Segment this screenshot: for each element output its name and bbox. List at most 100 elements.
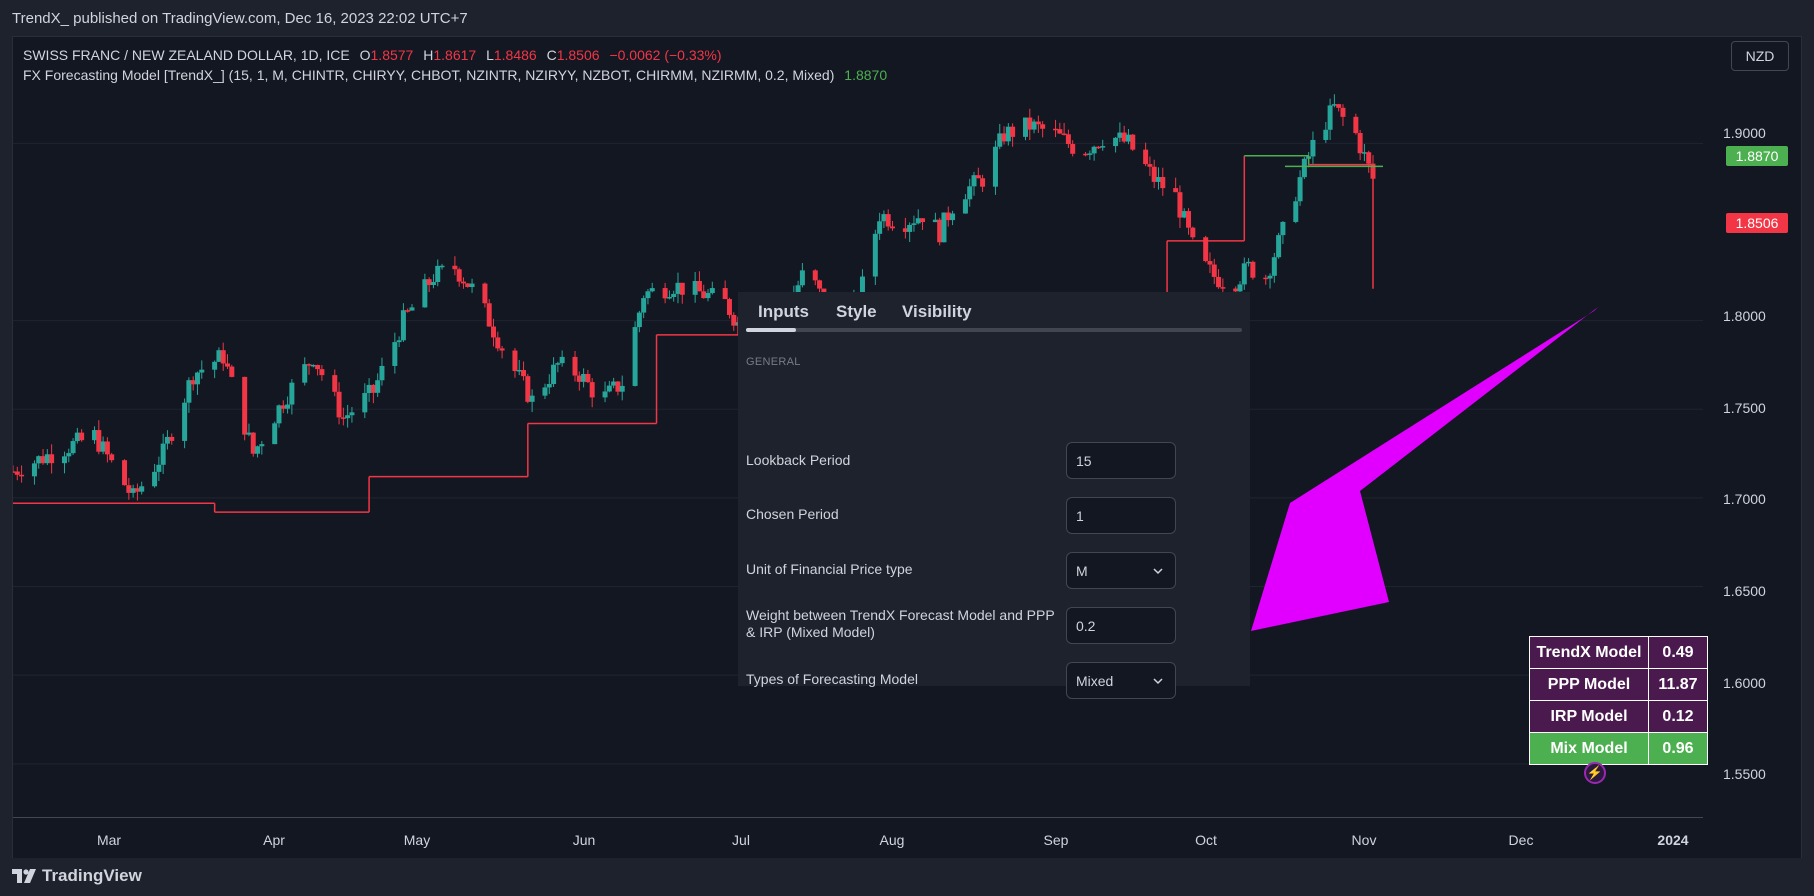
- candle-body: [392, 342, 398, 366]
- price-tick: 1.7500: [1723, 400, 1766, 416]
- legend-indicator[interactable]: FX Forecasting Model [TrendX_] (15, 1, M…: [23, 67, 835, 83]
- candle-body: [997, 133, 1003, 147]
- candle-body: [941, 212, 947, 243]
- candle-body: [379, 365, 385, 381]
- trendx-model-label: TrendX Model: [1529, 636, 1649, 669]
- candle-body: [889, 226, 895, 229]
- candle-body: [1091, 146, 1097, 154]
- candle-body: [44, 454, 50, 464]
- candle-body: [872, 233, 878, 277]
- candle-body: [225, 363, 231, 367]
- candle-body: [499, 348, 505, 351]
- tradingview-logo[interactable]: TradingView: [12, 866, 142, 886]
- candle-body: [709, 288, 715, 294]
- candle-body: [220, 350, 226, 364]
- candle-body: [134, 488, 140, 492]
- candle-body: [13, 471, 16, 473]
- candle-body: [194, 372, 200, 385]
- candle-body: [971, 175, 977, 187]
- forecasting-model-select[interactable]: Mixed: [1066, 662, 1176, 699]
- candle-body: [615, 381, 621, 392]
- candle-body: [696, 280, 702, 292]
- candle-body: [465, 283, 471, 288]
- candle-body: [731, 314, 737, 326]
- candle-body: [795, 285, 801, 295]
- tab-style[interactable]: Style: [836, 302, 877, 321]
- chosen-period-input[interactable]: [1066, 497, 1176, 534]
- candle-body: [1065, 134, 1071, 145]
- candle-body: [164, 436, 170, 444]
- candle-body: [619, 385, 625, 392]
- price-tick: 1.5500: [1723, 766, 1766, 782]
- candle-body: [130, 488, 136, 493]
- candle-body: [190, 380, 196, 385]
- candle-body: [962, 199, 968, 214]
- trendx-model-value: 0.49: [1648, 636, 1708, 669]
- candle-body: [1190, 227, 1196, 238]
- candle-body: [1331, 104, 1337, 106]
- candle-body: [1125, 134, 1131, 142]
- tab-inputs[interactable]: Inputs: [758, 302, 809, 321]
- table-row: PPP Model 11.87: [1529, 668, 1708, 701]
- weight-input[interactable]: [1066, 607, 1176, 644]
- candle-body: [452, 265, 458, 270]
- candle-body: [877, 221, 883, 234]
- forecasting-model-label: Types of Forecasting Model: [746, 671, 918, 687]
- candle-body: [319, 369, 325, 376]
- candle-body: [611, 381, 617, 386]
- candle-body: [96, 430, 102, 452]
- lightning-icon[interactable]: ⚡: [1584, 762, 1606, 784]
- currency-button[interactable]: NZD: [1731, 41, 1789, 71]
- legend-c-value: 1.8506: [556, 47, 600, 63]
- candle-body: [521, 370, 527, 377]
- table-row: IRP Model 0.12: [1529, 700, 1708, 733]
- chevron-down-icon: [1153, 678, 1163, 685]
- forecast-price-tag: 1.8870: [1726, 146, 1788, 166]
- candle-body: [606, 385, 612, 392]
- candle-body: [1203, 237, 1209, 262]
- candle-body: [1031, 121, 1037, 130]
- candle-body: [920, 218, 926, 223]
- legend-l-value: 1.8486: [493, 47, 537, 63]
- candle-body: [40, 456, 46, 464]
- candle-body: [915, 218, 921, 224]
- candle-body: [1246, 261, 1252, 264]
- unit-price-type-label: Unit of Financial Price type: [746, 561, 913, 577]
- indicator-settings-dialog: Inputs Style Visibility GENERAL Lookback…: [738, 292, 1250, 699]
- legend-o-label: O: [359, 47, 371, 63]
- legend-symbol[interactable]: SWISS FRANC / NEW ZEALAND DOLLAR, 1D, IC…: [23, 47, 350, 63]
- tab-visibility[interactable]: Visibility: [902, 302, 972, 321]
- candle-body: [49, 454, 55, 464]
- unit-price-type-select[interactable]: M: [1066, 552, 1176, 589]
- candle-body: [1160, 177, 1166, 189]
- candle-body: [370, 384, 376, 393]
- candle-body: [1173, 188, 1179, 193]
- candle-body: [1100, 146, 1106, 148]
- model-stats-table: TrendX Model 0.49 PPP Model 11.87 IRP Mo…: [1529, 636, 1708, 765]
- candle-body: [349, 412, 355, 416]
- ppp-model-value: 11.87: [1648, 668, 1708, 701]
- candle-body: [675, 282, 681, 294]
- candle-body: [581, 373, 587, 382]
- candle-body: [92, 430, 98, 441]
- candle-body: [1327, 105, 1333, 130]
- candle-body: [186, 380, 192, 403]
- candle-body: [1237, 284, 1243, 292]
- time-axis[interactable]: Mar Apr May Jun Jul Aug Sep Oct Nov Dec …: [13, 817, 1703, 864]
- candle-body: [246, 432, 252, 435]
- candle-body: [315, 364, 321, 370]
- candle-body: [460, 281, 466, 284]
- candle-body: [1366, 152, 1372, 164]
- candle-body: [907, 224, 913, 232]
- candle-body: [1061, 133, 1067, 135]
- candle-body: [1276, 235, 1282, 258]
- publish-info: TrendX_ published on TradingView.com, De…: [12, 10, 468, 27]
- price-axis[interactable]: 1.9000 1.8000 1.7500 1.7000 1.6500 1.600…: [1703, 37, 1801, 817]
- candle-body: [1155, 177, 1161, 182]
- candle-body: [641, 298, 647, 313]
- tradingview-logo-icon: [12, 869, 36, 883]
- candle-body: [336, 391, 342, 418]
- lookback-period-input[interactable]: [1066, 442, 1176, 479]
- time-tick: Jun: [572, 832, 596, 848]
- candle-body: [289, 382, 295, 405]
